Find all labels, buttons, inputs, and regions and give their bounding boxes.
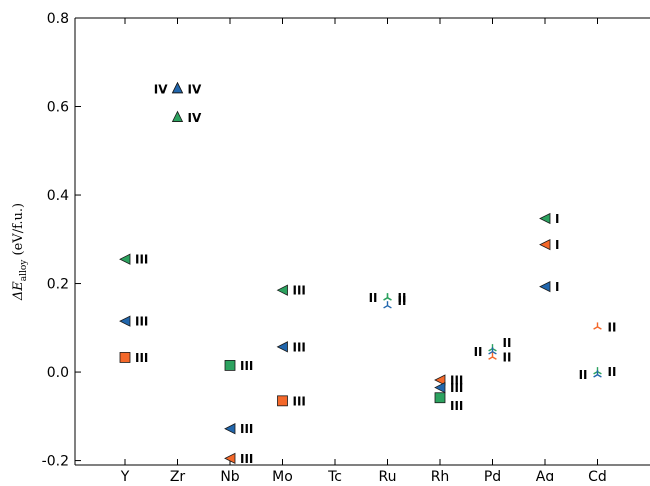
point-annotation: II (503, 351, 512, 365)
point-annotation: III (240, 452, 253, 466)
point-annotation: IV (188, 111, 202, 125)
triangle-left-marker (224, 423, 236, 435)
triangle-left-marker (276, 284, 288, 296)
y-tick-label: 0.4 (47, 188, 69, 204)
triangle-left-marker (119, 315, 131, 327)
tri-down-arm (597, 374, 602, 378)
square-marker (224, 360, 236, 371)
y-tick-label: -0.2 (42, 454, 69, 470)
tri-down-marker (488, 347, 497, 355)
x-tick-label: Zr (170, 469, 186, 481)
tri-down-arm (593, 374, 598, 378)
point-annotation: III (293, 394, 306, 408)
point-annotation: I (555, 280, 559, 294)
tri-down-arm (593, 326, 598, 330)
plot-frame (74, 17, 650, 466)
x-tick-label: Y (120, 469, 130, 481)
point-annotation: III (135, 253, 148, 267)
y-tick-label: 0.6 (47, 100, 69, 116)
triangle-left-marker (539, 280, 551, 293)
tri-down-arm (492, 351, 497, 355)
tri-down-arm (488, 351, 493, 355)
triangle-left-marker (224, 452, 236, 465)
point-annotation: I (555, 238, 559, 252)
y-tick-label: 0.8 (47, 11, 69, 27)
y-tick-label: 0.2 (47, 277, 69, 293)
y-tick-label: 0.0 (47, 365, 69, 381)
point-annotation: II (369, 291, 378, 305)
x-tick-label: Pd (484, 469, 501, 481)
tri-down-arm (492, 356, 497, 360)
square-marker (119, 352, 131, 363)
point-annotation: III (240, 359, 253, 373)
triangle-up-marker (171, 81, 184, 94)
tri-down-arm (383, 305, 388, 309)
triangle-left-marker (539, 212, 551, 225)
tri-down-arm (383, 297, 388, 301)
point-annotation: II (579, 368, 588, 382)
point-annotation: II (608, 320, 617, 334)
square-marker (277, 395, 288, 407)
tri-down-marker (488, 352, 497, 360)
point-annotation: III (135, 351, 148, 365)
triangle-left-marker (434, 374, 446, 386)
x-tick-label: Tc (327, 469, 342, 481)
tri-down-arm (387, 297, 392, 301)
point-annotation: I (555, 212, 559, 226)
x-tick-label: Nb (220, 469, 239, 481)
point-annotation: III (450, 381, 463, 395)
tri-down-arm (488, 356, 493, 360)
y-axis-title: ΔEalloy (eV/f.u.) (11, 203, 29, 301)
x-tick-label: Ru (379, 469, 397, 481)
point-annotation: III (293, 340, 306, 354)
triangle-left-marker (276, 341, 288, 353)
tri-down-marker (383, 301, 392, 309)
square-marker (434, 392, 446, 404)
tri-down-arm (597, 326, 602, 330)
tri-down-arm (387, 305, 392, 309)
x-tick-label: Rh (431, 469, 450, 481)
triangle-left-marker (434, 381, 446, 394)
tri-down-marker (593, 322, 602, 330)
x-tick-label: Ag (536, 469, 554, 481)
point-annotation: III (240, 422, 253, 436)
point-annotation: IV (188, 82, 202, 96)
y-axis: -0.2 0.0 0.2 0.4 0.6 0.8 (42, 11, 81, 470)
triangle-up-marker (171, 110, 184, 122)
point-annotation: II (503, 336, 512, 350)
point-annotation: III (135, 315, 148, 329)
point-annotation: II (608, 365, 617, 379)
tri-down-marker (383, 293, 392, 301)
point-annotation: II (398, 291, 407, 305)
point-annotation: IV (154, 82, 168, 96)
x-tick-label: Cd (588, 469, 607, 481)
triangle-left-marker (119, 253, 131, 265)
triangle-left-marker (539, 238, 551, 251)
point-annotation: II (474, 345, 483, 359)
data-markers (119, 81, 602, 465)
point-annotation: II (398, 294, 407, 308)
point-annotation: III (293, 284, 306, 298)
x-tick-label: Mo (272, 469, 293, 481)
point-annotation: III (450, 374, 463, 388)
tri-down-marker (593, 370, 602, 378)
point-annotation: III (450, 399, 463, 413)
